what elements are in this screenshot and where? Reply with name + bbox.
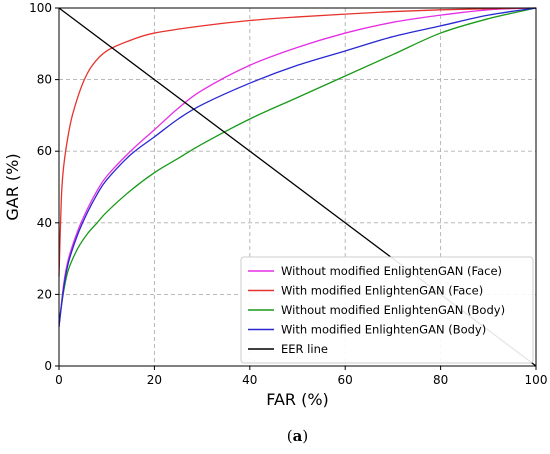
legend-entry: Without modified EnlightenGAN (Face) — [281, 264, 502, 278]
y-tick-label: 20 — [37, 287, 52, 301]
legend-entry: Without modified EnlightenGAN (Body) — [281, 303, 505, 317]
x-tick-label: 20 — [147, 373, 162, 387]
y-tick-label: 40 — [37, 216, 52, 230]
y-tick-label: 80 — [37, 73, 52, 87]
caption-open: ( — [287, 427, 293, 445]
x-tick-label: 0 — [55, 373, 63, 387]
x-tick-label: 60 — [338, 373, 353, 387]
y-tick-label: 60 — [37, 144, 52, 158]
series-line-0 — [58, 7, 537, 327]
plot-frame — [58, 7, 537, 367]
x-axis-label: FAR (%) — [266, 390, 329, 409]
legend-entry: EER line — [281, 342, 328, 356]
legend-entry: With modified EnlightenGAN (Body) — [281, 323, 486, 337]
figure-caption: (a) — [287, 427, 308, 445]
y-tick-label: 100 — [29, 1, 52, 15]
y-tick-label: 0 — [44, 359, 52, 373]
legend: Without modified EnlightenGAN (Face) With… — [240, 256, 534, 364]
y-axis-label: GAR (%) — [3, 153, 22, 220]
x-tick-label: 80 — [433, 373, 448, 387]
x-tick-label: 40 — [242, 373, 257, 387]
caption-letter: a — [293, 427, 303, 445]
series-line-1 — [58, 7, 537, 277]
caption-close: ) — [302, 427, 308, 445]
axis-ticks: 0 20 40 60 80 100 0 20 40 60 80 100 — [29, 1, 547, 387]
legend-entry: With modified EnlightenGAN (Face) — [281, 284, 483, 298]
series-line-3 — [58, 7, 537, 327]
legend-box — [240, 256, 534, 364]
series-line-2 — [58, 7, 537, 324]
x-tick-label: 100 — [525, 373, 548, 387]
